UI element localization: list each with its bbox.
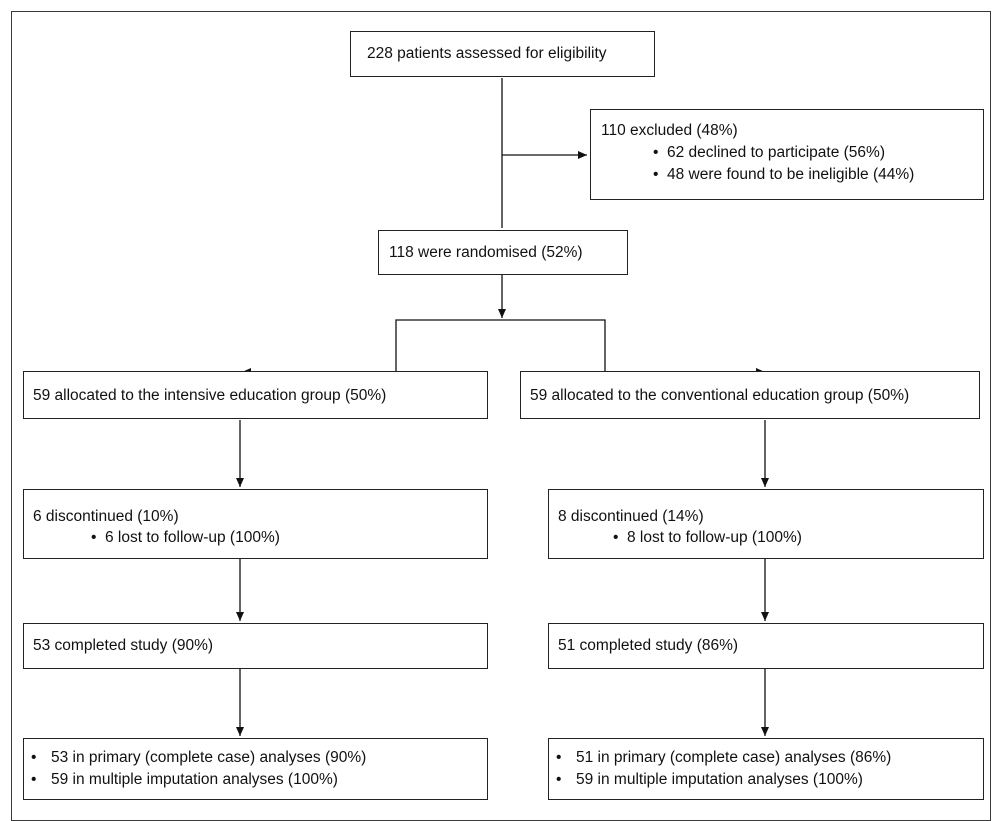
right-discontinued-item: • 8 lost to follow-up (100%) — [613, 528, 802, 548]
bullet: • — [556, 749, 562, 766]
bullet: • — [653, 144, 659, 161]
randomised-text: 118 were randomised (52%) — [389, 244, 583, 261]
right-analyses-item: • 59 in multiple imputation analyses (100… — [556, 770, 863, 790]
right-analyses-item-text: 51 in primary (complete case) analyses (… — [576, 749, 892, 766]
excluded-title: 110 excluded (48%) — [601, 122, 738, 139]
left-analyses-item: • 59 in multiple imputation analyses (100… — [31, 770, 338, 790]
left-discontinued-box: 6 discontinued (10%) • 6 lost to follow-u… — [23, 489, 488, 559]
left-completed-text: 53 completed study (90%) — [33, 637, 214, 654]
left-discontinued-title: 6 discontinued (10%) — [33, 508, 179, 525]
left-allocated-box: 59 allocated to the intensive education … — [23, 371, 488, 419]
right-completed-box: 51 completed study (86%) — [548, 623, 984, 669]
excluded-item-text: 48 were found to be ineligible (44%) — [667, 166, 915, 183]
excluded-item: • 48 were found to be ineligible (44%) — [653, 165, 914, 185]
left-completed-box: 53 completed study (90%) — [23, 623, 488, 669]
assessed-box: 228 patients assessed for eligibility — [350, 31, 655, 77]
left-analyses-item-text: 59 in multiple imputation analyses (100%… — [51, 771, 338, 788]
left-analyses-box: • 53 in primary (complete case) analyses … — [23, 738, 488, 800]
right-discontinued-item-text: 8 lost to follow-up (100%) — [627, 529, 802, 546]
right-discontinued-title: 8 discontinued (14%) — [558, 508, 704, 525]
left-analyses-item: • 53 in primary (complete case) analyses … — [31, 748, 366, 768]
excluded-item: • 62 declined to participate (56%) — [653, 143, 885, 163]
left-discontinued-item-text: 6 lost to follow-up (100%) — [105, 529, 280, 546]
right-allocated-box: 59 allocated to the conventional educati… — [520, 371, 980, 419]
right-allocated-text: 59 allocated to the conventional educati… — [530, 387, 910, 404]
right-analyses-item-text: 59 in multiple imputation analyses (100%… — [576, 771, 863, 788]
left-analyses-item-text: 53 in primary (complete case) analyses (… — [51, 749, 367, 766]
randomised-box: 118 were randomised (52%) — [378, 230, 628, 275]
right-analyses-item: • 51 in primary (complete case) analyses … — [556, 748, 891, 768]
right-completed-text: 51 completed study (86%) — [558, 637, 739, 654]
bullet: • — [653, 166, 659, 183]
assessed-text: 228 patients assessed for eligibility — [367, 45, 607, 62]
bullet: • — [31, 749, 37, 766]
left-discontinued-item: • 6 lost to follow-up (100%) — [91, 528, 280, 548]
bullet: • — [31, 771, 37, 788]
split-bracket — [395, 319, 606, 372]
excluded-box: 110 excluded (48%) • 62 declined to parti… — [590, 109, 984, 200]
bullet: • — [91, 529, 97, 546]
excluded-item-text: 62 declined to participate (56%) — [667, 144, 885, 161]
bullet: • — [556, 771, 562, 788]
bullet: • — [613, 529, 619, 546]
right-discontinued-box: 8 discontinued (14%) • 8 lost to follow-u… — [548, 489, 984, 559]
right-analyses-box: • 51 in primary (complete case) analyses … — [548, 738, 984, 800]
left-allocated-text: 59 allocated to the intensive education … — [33, 387, 387, 404]
